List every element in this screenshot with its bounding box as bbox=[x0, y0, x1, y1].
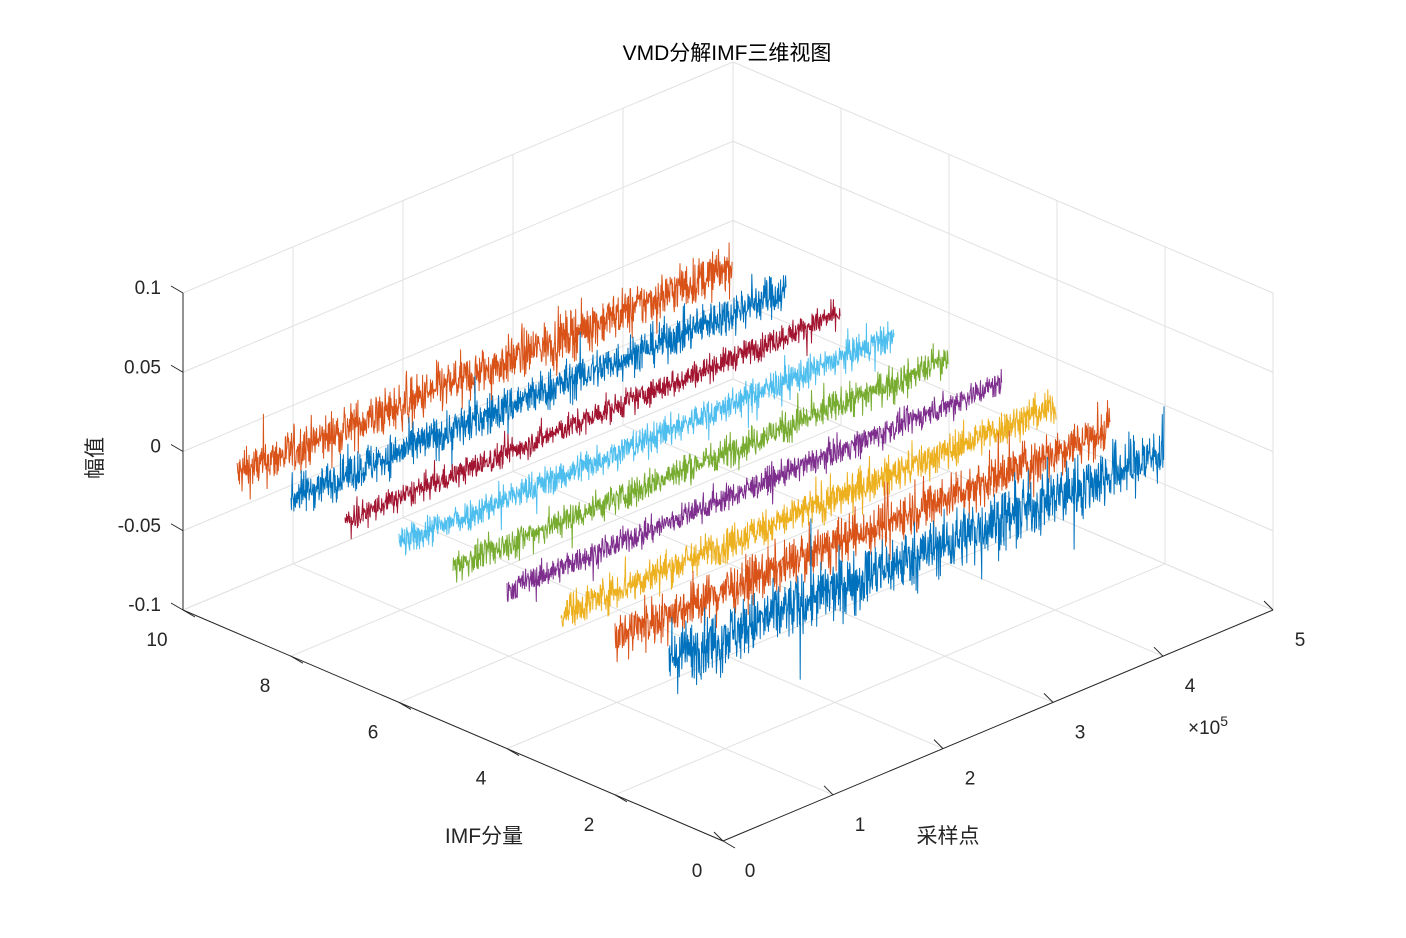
x-tick-label: 2 bbox=[965, 769, 976, 790]
y-axis-label: IMF分量 bbox=[445, 825, 523, 848]
y-tick-label: 10 bbox=[146, 630, 167, 651]
x-tick-mark bbox=[713, 831, 724, 842]
z-tick-label: -0.1 bbox=[128, 595, 161, 616]
grid-line-floor-y bbox=[398, 470, 950, 703]
series-line-imf-6 bbox=[398, 321, 895, 556]
y-tick-mark bbox=[506, 748, 520, 757]
y-tick-mark bbox=[614, 794, 628, 803]
grid-line-floor-x bbox=[292, 563, 834, 796]
z-tick-label: 0.05 bbox=[124, 357, 161, 378]
grid-line-side-z bbox=[732, 140, 1274, 373]
grid-line-floor-y bbox=[290, 424, 842, 657]
series-line-imf-3 bbox=[560, 389, 1057, 627]
z-tick-mark bbox=[170, 444, 184, 452]
grid-line-side-z bbox=[732, 220, 1274, 452]
y-axis-line bbox=[182, 609, 724, 842]
z-tick-label: 0 bbox=[150, 437, 161, 458]
series-layer bbox=[236, 242, 1165, 695]
grid-line-back-z bbox=[182, 220, 734, 452]
label-layer: VMD分解IMF三维视图 采样点 IMF分量 幅值 ×105 012345024… bbox=[84, 42, 1305, 882]
x-tick-label: 5 bbox=[1295, 630, 1306, 651]
series-line-imf-8 bbox=[290, 273, 787, 512]
x-tick-label: 4 bbox=[1185, 676, 1196, 697]
z-axis-label: 幅值 bbox=[84, 437, 107, 479]
x-axis-exponent: ×105 bbox=[1188, 713, 1228, 739]
grid-line-floor-y bbox=[614, 563, 1166, 796]
grid-line-side-z bbox=[732, 299, 1274, 532]
x-tick-label: 3 bbox=[1075, 722, 1086, 743]
x-tick-label: 0 bbox=[745, 861, 756, 882]
z-tick-label: -0.05 bbox=[118, 516, 161, 537]
x-tick-mark bbox=[1043, 693, 1054, 703]
x-exponent-power: 5 bbox=[1220, 713, 1228, 729]
x-tick-mark bbox=[823, 785, 834, 796]
grid-line-back-z bbox=[182, 61, 734, 294]
y-tick-mark bbox=[722, 840, 736, 849]
y-tick-mark bbox=[182, 609, 196, 618]
z-tick-mark bbox=[170, 523, 184, 532]
y-tick-label: 4 bbox=[476, 769, 487, 790]
z-tick-mark bbox=[170, 285, 184, 294]
x-tick-label: 1 bbox=[855, 815, 866, 836]
x-tick-mark bbox=[933, 739, 944, 749]
y-tick-label: 6 bbox=[368, 722, 379, 743]
axis-layer bbox=[170, 285, 1274, 849]
grid-line-floor-x bbox=[512, 470, 1054, 703]
series-line-imf-2 bbox=[614, 400, 1111, 663]
series-line-imf-7 bbox=[344, 299, 841, 540]
x-tick-mark bbox=[1153, 646, 1164, 657]
series-line-imf-1 bbox=[668, 406, 1165, 695]
grid-line-floor-y bbox=[506, 517, 1058, 750]
x-exponent-base: ×10 bbox=[1188, 718, 1220, 739]
y-tick-label: 2 bbox=[584, 815, 595, 836]
x-tick-mark bbox=[1263, 600, 1274, 611]
z-tick-label: 0.1 bbox=[135, 278, 161, 299]
z-tick-mark bbox=[170, 364, 184, 373]
chart-title: VMD分解IMF三维视图 bbox=[623, 42, 832, 65]
x-axis-line bbox=[722, 609, 1274, 842]
y-tick-mark bbox=[398, 701, 412, 710]
grid-line-back-z bbox=[182, 378, 734, 611]
series-line-imf-4 bbox=[506, 368, 1003, 603]
z-tick-mark bbox=[170, 602, 184, 611]
x-axis-label: 采样点 bbox=[917, 825, 980, 848]
grid-line-side-z bbox=[732, 61, 1274, 294]
y-tick-mark bbox=[290, 655, 304, 664]
series-line-imf-5 bbox=[452, 343, 949, 583]
series-line-imf-9 bbox=[236, 242, 733, 500]
y-tick-label: 0 bbox=[692, 861, 703, 882]
y-tick-label: 8 bbox=[260, 676, 271, 697]
grid-line-back-z bbox=[182, 140, 734, 373]
